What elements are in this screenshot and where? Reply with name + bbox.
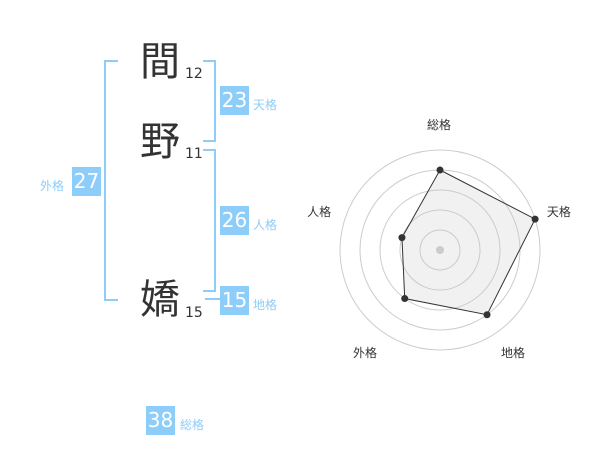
chikaku-label: 地格 (253, 298, 278, 312)
jinkaku-label: 人格 (253, 218, 278, 232)
strokes-2: 11 (185, 146, 203, 162)
radar-point (483, 311, 491, 319)
radar-point (398, 234, 406, 242)
soukaku-value: 38 (146, 406, 175, 435)
radar-axis-label: 地格 (501, 345, 526, 360)
strokes-3: 15 (185, 305, 203, 321)
tenkaku-value: 23 (220, 86, 249, 115)
radar-point (401, 295, 409, 303)
strokes-1: 12 (185, 66, 203, 82)
radar-point (436, 166, 444, 174)
gaikaku-value: 27 (72, 167, 101, 196)
tenkaku-bracket (203, 60, 216, 142)
jinkaku-value: 26 (220, 206, 249, 235)
radar-ring (399, 209, 481, 291)
jinkaku-bracket (203, 149, 216, 292)
radar-axis-label: 人格 (307, 205, 332, 220)
tenkaku-label: 天格 (253, 98, 278, 112)
gaikaku-bracket (104, 60, 118, 301)
chikaku-connector (205, 298, 220, 300)
char-1: 間 (140, 39, 180, 85)
soukaku-label: 総格 (180, 418, 205, 432)
char-3: 嬌 (140, 277, 180, 323)
radar-point (531, 215, 539, 223)
radar-center (436, 246, 444, 254)
radar-axis-label: 天格 (546, 205, 571, 220)
gaikaku-label: 外格 (40, 179, 65, 193)
radar-ring (379, 189, 501, 311)
radar-ring (419, 229, 461, 271)
chikaku-value: 15 (220, 286, 249, 315)
char-2: 野 (140, 119, 180, 165)
radar-ring (339, 149, 541, 351)
radar-axis-label: 外格 (352, 345, 377, 360)
radar-polygon (401, 169, 536, 316)
radar-axis-label: 総格 (427, 118, 452, 132)
